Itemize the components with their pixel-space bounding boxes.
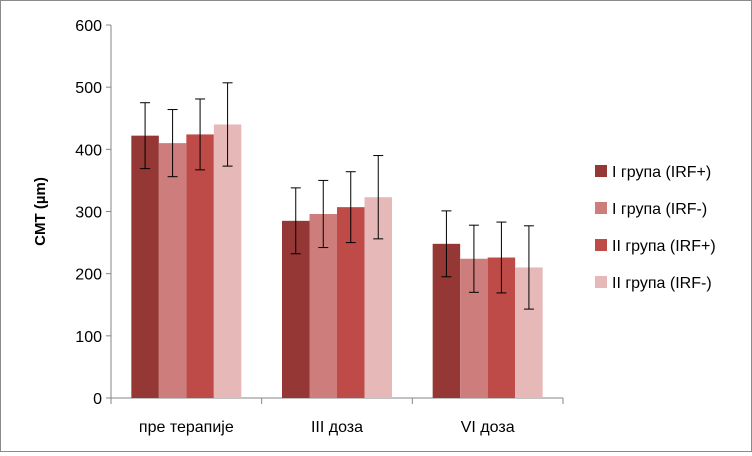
bar	[186, 134, 214, 398]
legend-swatch	[595, 165, 607, 177]
x-tick-label: III доза	[311, 419, 363, 436]
legend-swatch	[595, 239, 607, 251]
y-tick-label: 0	[93, 391, 102, 408]
legend-label: II група (IRF-)	[612, 275, 712, 292]
x-tick-label: VI доза	[461, 419, 515, 436]
y-tick-label: 100	[75, 329, 102, 346]
y-tick-label: 300	[75, 205, 102, 222]
legend-swatch	[595, 276, 607, 288]
legend-label: I група (IRF+)	[612, 164, 711, 181]
legend-label: I група (IRF-)	[612, 201, 707, 218]
bar	[131, 135, 159, 398]
bar	[213, 124, 242, 398]
y-axis-title: CMT (µm)	[32, 177, 49, 246]
bar	[158, 143, 187, 398]
y-tick-label: 200	[75, 267, 102, 284]
x-tick-label: пре терапије	[139, 419, 234, 436]
legend-swatch	[595, 202, 607, 214]
y-tick-label: 600	[75, 18, 102, 35]
y-tick-label: 400	[75, 142, 102, 159]
y-tick-label: 500	[75, 80, 102, 97]
legend-label: II група (IRF+)	[612, 238, 716, 255]
